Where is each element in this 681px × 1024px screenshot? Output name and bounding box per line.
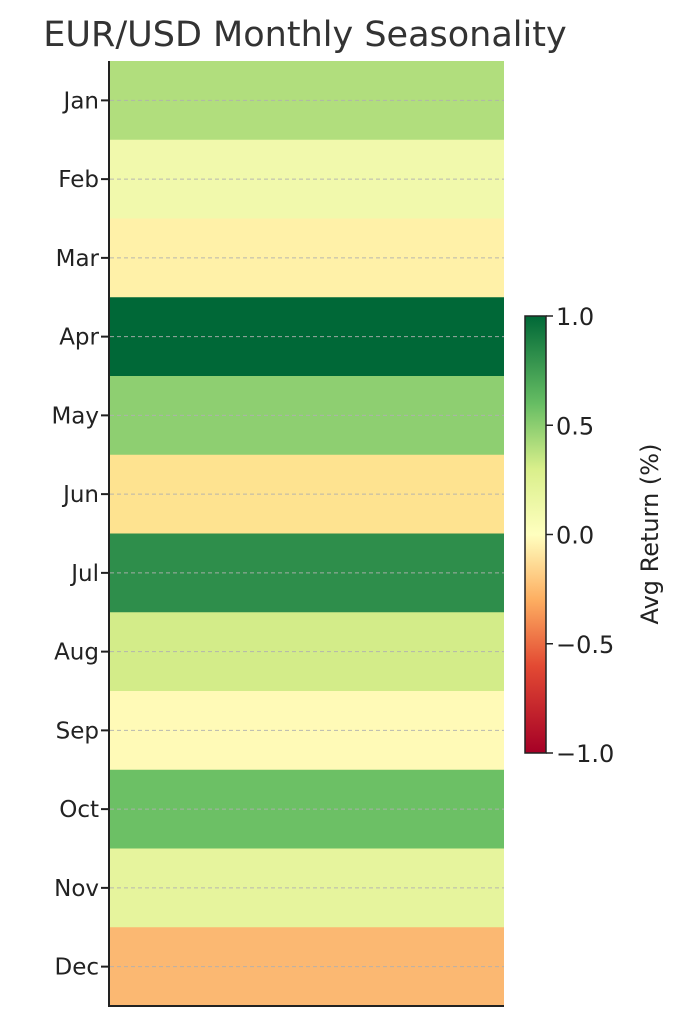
colorbar [524, 315, 547, 754]
colorbar-tick-label: −1.0 [556, 740, 614, 768]
grid-lines [110, 99, 504, 968]
y-tick-label: Dec [54, 955, 99, 981]
y-tick-label: May [51, 403, 99, 429]
chart-title: EUR/USD Monthly Seasonality [43, 15, 566, 55]
heatmap-cells [110, 61, 504, 1007]
y-tick-label: Oct [59, 797, 99, 823]
colorbar-ticks: 1.0 0.5 0.0 −0.5 −1.0 [546, 303, 614, 768]
y-tick-label: Apr [59, 325, 99, 351]
colorbar-tick-label: 0.5 [556, 412, 594, 440]
y-tick-label: Jun [61, 482, 99, 508]
y-axis-ticks: Jan Feb Mar Apr May Jun Jul Aug Sep Oct Nov Dec [51, 88, 109, 981]
colorbar-label: Avg Return (%) [636, 444, 664, 625]
y-tick-label: Sep [56, 718, 99, 744]
y-tick-label: Jul [69, 561, 99, 587]
y-tick-label: Aug [54, 640, 99, 666]
y-tick-label: Feb [58, 167, 99, 193]
colorbar-tick-label: 0.0 [556, 522, 594, 550]
colorbar-tick-label: −0.5 [556, 631, 614, 659]
y-tick-label: Nov [54, 876, 99, 902]
y-tick-label: Jan [62, 88, 99, 114]
y-tick-label: Mar [56, 246, 100, 272]
colorbar-tick-label: 1.0 [556, 303, 594, 331]
